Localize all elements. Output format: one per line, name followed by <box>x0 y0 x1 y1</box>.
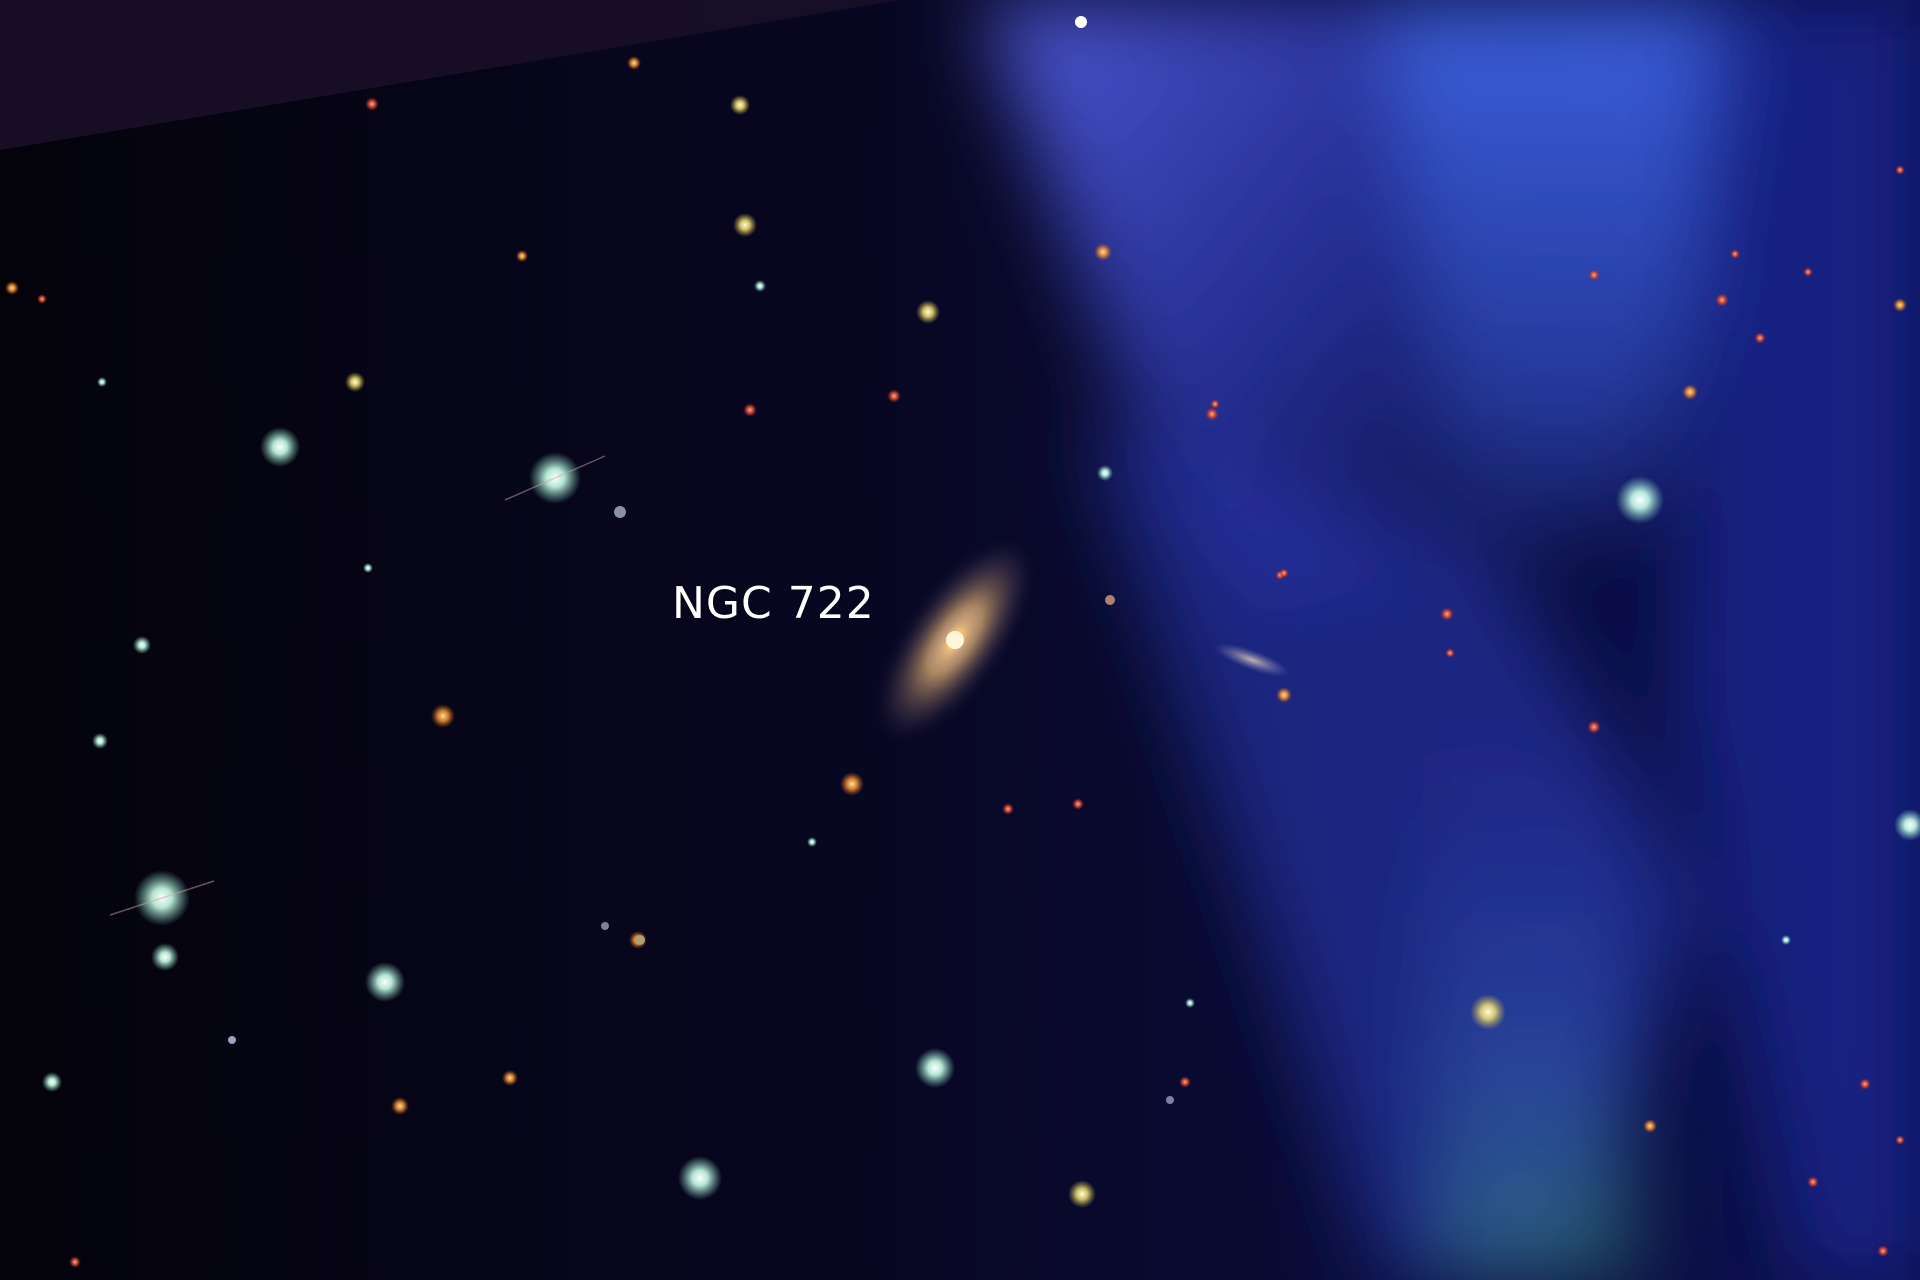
galaxy-label: NGC 722 <box>672 578 875 629</box>
